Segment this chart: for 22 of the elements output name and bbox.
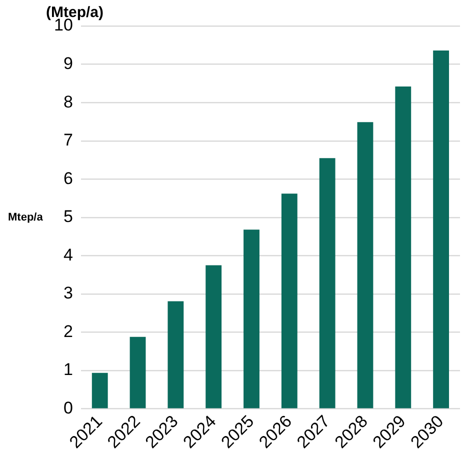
y-tick-label: 9 <box>63 54 73 73</box>
y-tick-label: 3 <box>63 284 73 303</box>
bar <box>206 265 222 408</box>
bar <box>244 230 260 408</box>
y-tick-label: 4 <box>63 245 73 264</box>
chart-title: (Mtep/a) <box>46 4 104 22</box>
bar <box>130 336 146 408</box>
y-tick-label: 2 <box>63 322 73 341</box>
y-tick-label: 7 <box>63 130 73 150</box>
y-tick-label: 1 <box>63 360 73 380</box>
y-tick-label: 8 <box>63 92 73 112</box>
bar <box>319 158 336 408</box>
y-tick-label: 0 <box>63 398 73 418</box>
bar <box>433 50 450 408</box>
y-axis-title: Mtep/a <box>8 211 44 224</box>
y-tick-label: 6 <box>63 168 73 188</box>
bar <box>281 194 298 408</box>
y-tick-label: 5 <box>63 207 73 226</box>
bar <box>395 86 412 408</box>
bar <box>357 122 374 408</box>
bar <box>168 301 184 408</box>
bar <box>92 372 108 408</box>
